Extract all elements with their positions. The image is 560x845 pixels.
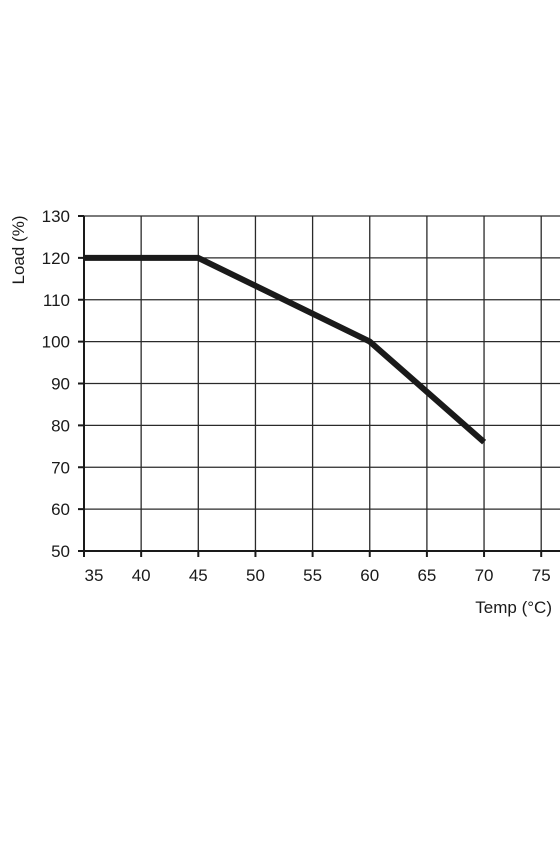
x-axis-title: Temp (°C) [475,598,552,617]
y-tick-label: 130 [42,207,70,226]
y-axis-title: Load (%) [9,216,28,285]
y-tick-label: 120 [42,249,70,268]
grid [84,215,560,552]
x-tick-label: 75 [532,566,551,585]
y-tick-label: 110 [43,291,70,310]
x-tick-label: 65 [417,566,436,585]
y-tick-label: 70 [51,458,70,477]
y-tick-label: 80 [51,416,70,435]
x-tick-label: 70 [475,566,494,585]
x-tick-label: 40 [132,566,151,585]
y-tick-label: 100 [42,333,70,352]
x-tick-label: 35 [85,566,104,585]
x-tick-label: 60 [360,566,379,585]
x-tick-labels: 35 40 45 50 55 60 65 70 75 [85,566,551,585]
x-tick-label: 50 [246,566,265,585]
y-tick-label: 90 [51,375,70,394]
y-tick-label: 50 [51,542,70,561]
x-tick-label: 45 [189,566,208,585]
series-layer [84,254,487,445]
y-tick-labels: 50 60 70 80 90 100 110 120 130 [42,207,70,561]
x-tick-label: 55 [303,566,322,585]
y-tick-label: 60 [51,500,70,519]
series-line [84,254,487,445]
axes [78,215,560,557]
